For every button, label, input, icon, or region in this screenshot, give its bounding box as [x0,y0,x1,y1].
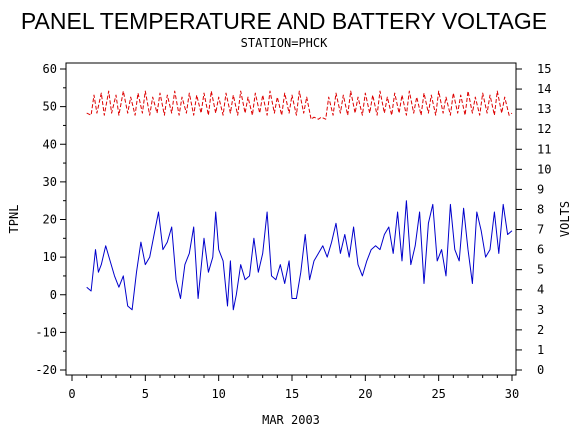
y-left-tick-label: -10 [35,325,57,339]
tpnl-series-line [86,200,513,311]
y-left-tick-label: 50 [43,100,57,114]
y-right-tick-label: 14 [537,82,551,96]
y-right-tick-label: 2 [537,323,544,337]
y-left-tick-label: 20 [43,213,57,227]
y-right-tick-label: 9 [537,182,544,196]
y-right-tick-label: 10 [537,162,551,176]
y-right-tick-label: 4 [537,283,544,297]
x-tick-label: 5 [142,387,149,401]
y-axis-right-label: VOLTS [558,201,570,237]
y-right-tick-label: 12 [537,122,551,136]
x-axis: 0 5 10 15 20 25 30 [68,375,519,401]
y-right-tick-label: 0 [537,363,544,377]
x-tick-label: 10 [211,387,225,401]
chart-title: PANEL TEMPERATURE AND BATTERY VOLTAGE [21,8,547,34]
x-tick-label: 0 [68,387,75,401]
y-axis-left: -20 -10 0 10 20 30 40 50 60 [35,62,66,377]
y-left-tick-label: 0 [50,288,57,302]
x-axis-label: MAR 2003 [262,413,320,427]
y-right-tick-label: 8 [537,202,544,216]
y-right-tick-label: 7 [537,223,544,237]
x-tick-label: 25 [431,387,445,401]
y-axis-left-label: TPNL [7,205,21,234]
y-left-tick-label: 10 [43,250,57,264]
y-left-tick-label: 60 [43,62,57,76]
y-right-tick-label: 15 [537,62,551,76]
x-tick-label: 30 [505,387,519,401]
y-right-tick-label: 6 [537,243,544,257]
y-left-tick-label: 30 [43,175,57,189]
x-tick-label: 15 [285,387,299,401]
x-tick-label: 20 [358,387,372,401]
y-right-tick-label: 11 [537,142,551,156]
y-left-tick-label: 40 [43,137,57,151]
chart-subtitle: STATION=PHCK [241,36,328,50]
series-layer [86,90,513,311]
y-right-tick-label: 3 [537,303,544,317]
volts-series-line [86,90,513,120]
y-left-tick-label: -20 [35,363,57,377]
y-right-tick-label: 5 [537,263,544,277]
y-right-tick-label: 13 [537,102,551,116]
y-right-tick-label: 1 [537,343,544,357]
